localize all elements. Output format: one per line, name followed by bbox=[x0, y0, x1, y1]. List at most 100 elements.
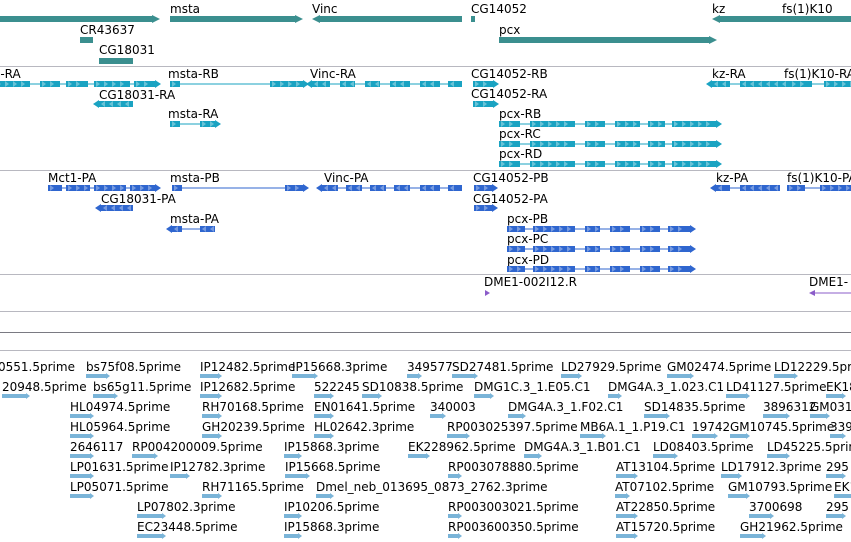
est-label[interactable]: LD17912.3prime bbox=[721, 460, 822, 474]
est-label[interactable]: 522245 bbox=[314, 380, 360, 394]
exon-block[interactable] bbox=[615, 141, 640, 147]
protein-model[interactable] bbox=[507, 225, 696, 233]
exon-block[interactable] bbox=[134, 81, 155, 87]
est-label[interactable]: 295 bbox=[826, 460, 849, 474]
est-label[interactable]: bs75f08.5prime bbox=[86, 360, 181, 374]
exon-block[interactable] bbox=[448, 81, 462, 87]
exon-block[interactable] bbox=[48, 185, 62, 191]
exon-block[interactable] bbox=[610, 246, 630, 252]
est-label[interactable]: GM10793.5prime bbox=[728, 480, 832, 494]
est-label[interactable]: LD12229.5prime bbox=[774, 360, 851, 374]
est-label[interactable]: LD27929.5prime bbox=[561, 360, 662, 374]
transcript-model[interactable] bbox=[790, 80, 851, 88]
est-label[interactable]: HL05964.5prime bbox=[70, 420, 170, 434]
transcript-model[interactable] bbox=[170, 120, 221, 128]
gene-feature[interactable]: CG14052 bbox=[471, 2, 527, 22]
est-label[interactable]: RP003003021.5prime bbox=[448, 500, 579, 514]
est-label[interactable]: IP15868.3prime bbox=[284, 520, 379, 534]
exon-block[interactable] bbox=[346, 185, 362, 191]
exon-block[interactable] bbox=[66, 81, 88, 87]
transcript-model[interactable] bbox=[706, 80, 790, 88]
exon-block[interactable] bbox=[312, 81, 330, 87]
est-label[interactable]: DMG1C.3_1.E05.C1 bbox=[474, 380, 590, 394]
gene-feature[interactable]: CR43637 bbox=[80, 23, 135, 43]
exon-block[interactable] bbox=[672, 121, 716, 127]
est-label[interactable]: LP07802.3prime bbox=[137, 500, 236, 514]
est-label[interactable]: AT07102.5prime bbox=[615, 480, 714, 494]
est-label[interactable]: IP15868.3prime bbox=[284, 440, 379, 454]
exon-block[interactable] bbox=[172, 226, 182, 232]
transcript-model[interactable] bbox=[170, 80, 309, 88]
exon-block[interactable] bbox=[672, 141, 716, 147]
transcript-model[interactable] bbox=[0, 80, 161, 88]
exon-block[interactable] bbox=[340, 81, 355, 87]
exon-block[interactable] bbox=[270, 81, 303, 87]
est-label[interactable]: 19742 bbox=[692, 420, 730, 434]
transcript-model[interactable] bbox=[93, 100, 133, 108]
exon-block[interactable] bbox=[787, 185, 805, 191]
transcript-model[interactable] bbox=[473, 80, 499, 88]
est-label[interactable]: LP05071.5prime bbox=[70, 480, 169, 494]
est-label[interactable]: GM02474.5prime bbox=[667, 360, 771, 374]
exon-block[interactable] bbox=[533, 246, 575, 252]
protein-model[interactable] bbox=[316, 184, 462, 192]
exon-block[interactable] bbox=[820, 185, 851, 191]
exon-block[interactable] bbox=[507, 266, 525, 272]
exon-block[interactable] bbox=[585, 246, 600, 252]
gene-feature[interactable]: Vinc bbox=[312, 2, 462, 23]
est-label[interactable]: 339 bbox=[830, 420, 851, 434]
exon-block[interactable] bbox=[585, 161, 605, 167]
exon-block[interactable] bbox=[533, 226, 575, 232]
exon-block[interactable] bbox=[130, 185, 155, 191]
est-label[interactable]: bs65g11.5prime bbox=[93, 380, 191, 394]
est-label[interactable]: 20948.5prime bbox=[2, 380, 87, 394]
exon-block[interactable] bbox=[585, 141, 605, 147]
exon-block[interactable] bbox=[322, 185, 338, 191]
exon-block[interactable] bbox=[585, 226, 600, 232]
transcript-model[interactable] bbox=[499, 140, 722, 148]
est-label[interactable]: RP003025397.5prime bbox=[447, 420, 578, 434]
transcript-model[interactable] bbox=[473, 100, 499, 108]
est-label[interactable]: HL02642.3prime bbox=[314, 420, 414, 434]
est-label[interactable]: LP01631.5prime bbox=[70, 460, 169, 474]
gene-feature[interactable]: msta bbox=[170, 2, 303, 23]
exon-block[interactable] bbox=[66, 185, 90, 191]
gene-bar[interactable] bbox=[471, 16, 475, 22]
est-label[interactable]: RP004200009.5prime bbox=[132, 440, 263, 454]
gene-bar[interactable] bbox=[99, 58, 133, 64]
exon-block[interactable] bbox=[790, 81, 812, 87]
exon-block[interactable] bbox=[285, 185, 303, 191]
exon-block[interactable] bbox=[473, 81, 493, 87]
est-label[interactable]: IP10206.5prime bbox=[284, 500, 379, 514]
est-label[interactable]: EK228962.5prime bbox=[408, 440, 516, 454]
est-label[interactable]: IP15668.5prime bbox=[285, 460, 380, 474]
exon-block[interactable] bbox=[473, 101, 493, 107]
protein-model[interactable] bbox=[48, 184, 161, 192]
est-label[interactable]: 2646117 bbox=[70, 440, 123, 454]
est-label[interactable]: RH70168.5prime bbox=[202, 400, 304, 414]
exon-block[interactable] bbox=[99, 101, 133, 107]
exon-block[interactable] bbox=[530, 121, 575, 127]
exon-block[interactable] bbox=[200, 121, 215, 127]
exon-block[interactable] bbox=[172, 185, 182, 191]
protein-model[interactable] bbox=[474, 184, 498, 192]
exon-block[interactable] bbox=[740, 81, 790, 87]
exon-block[interactable] bbox=[716, 185, 730, 191]
exon-block[interactable] bbox=[499, 161, 520, 167]
est-label[interactable]: Dmel_neb_013695_0873_2762.3prime bbox=[316, 480, 548, 494]
est-label[interactable]: AT13104.5prime bbox=[616, 460, 715, 474]
exon-block[interactable] bbox=[585, 121, 605, 127]
exon-block[interactable] bbox=[507, 226, 525, 232]
clone-feature[interactable]: DME1- bbox=[809, 275, 851, 296]
exon-block[interactable] bbox=[474, 185, 492, 191]
exon-block[interactable] bbox=[648, 121, 665, 127]
est-label[interactable]: RP003600350.5prime bbox=[448, 520, 579, 534]
clone-marker[interactable] bbox=[809, 290, 815, 296]
exon-block[interactable] bbox=[610, 266, 630, 272]
est-label[interactable]: SD14835.5prime bbox=[644, 400, 745, 414]
protein-model[interactable] bbox=[507, 245, 696, 253]
gene-feature[interactable]: pcx bbox=[499, 23, 717, 44]
gene-bar[interactable] bbox=[170, 16, 295, 22]
exon-block[interactable] bbox=[101, 205, 133, 211]
est-label[interactable]: EK18 bbox=[826, 380, 851, 394]
